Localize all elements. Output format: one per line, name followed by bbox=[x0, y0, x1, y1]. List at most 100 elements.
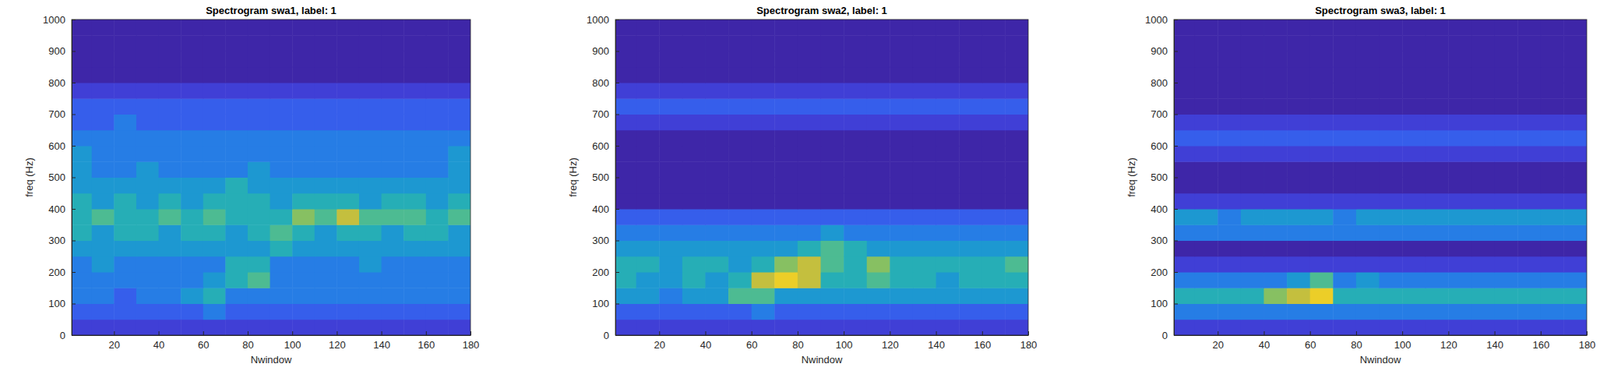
heatmap-cell bbox=[636, 161, 660, 178]
heatmap-cell bbox=[1517, 130, 1541, 147]
y-tick-label: 0 bbox=[603, 329, 610, 342]
heatmap-cell bbox=[381, 256, 405, 273]
heatmap-cell bbox=[136, 145, 159, 163]
heatmap-cell bbox=[1194, 256, 1219, 273]
heatmap-cell bbox=[1173, 224, 1195, 241]
heatmap-cell bbox=[821, 19, 845, 36]
x-tick: 100 bbox=[1394, 331, 1412, 351]
heatmap-cell bbox=[1332, 271, 1357, 289]
heatmap-cell bbox=[912, 130, 937, 147]
heatmap-cell bbox=[203, 82, 226, 99]
heatmap-cell bbox=[843, 130, 867, 147]
heatmap-cell bbox=[1540, 19, 1565, 36]
heatmap-cell bbox=[821, 161, 845, 178]
heatmap-cell bbox=[180, 66, 204, 84]
heatmap-cell bbox=[1517, 256, 1541, 273]
x-tick: 140 bbox=[1486, 331, 1504, 351]
heatmap-cell bbox=[91, 224, 115, 241]
heatmap-cell bbox=[636, 208, 660, 226]
heatmap-cell bbox=[912, 256, 937, 273]
y-tick: 800 bbox=[592, 77, 620, 89]
heatmap-cell bbox=[1310, 114, 1334, 131]
heatmap-cell bbox=[1356, 208, 1380, 226]
heatmap-cell bbox=[1310, 240, 1334, 258]
heatmap-cell bbox=[936, 240, 960, 258]
heatmap-cell bbox=[203, 303, 226, 321]
heatmap-cell bbox=[136, 319, 159, 335]
heatmap-cell bbox=[1194, 82, 1219, 99]
heatmap-cell bbox=[889, 208, 913, 226]
heatmap-cell bbox=[751, 19, 776, 36]
heatmap-cell bbox=[1217, 224, 1241, 241]
heatmap-cell bbox=[1240, 114, 1265, 131]
heatmap-cell bbox=[1356, 303, 1380, 321]
heatmap-cell bbox=[426, 319, 449, 335]
y-tick-label: 300 bbox=[1150, 234, 1168, 247]
heatmap-cell bbox=[866, 319, 891, 335]
heatmap-cell bbox=[359, 114, 382, 131]
heatmap-cell bbox=[158, 161, 182, 178]
heatmap-cell bbox=[113, 240, 137, 258]
heatmap-cell bbox=[982, 35, 1006, 52]
heatmap-cell bbox=[426, 82, 449, 99]
heatmap-cell bbox=[71, 145, 92, 163]
heatmap-cell bbox=[1402, 145, 1426, 163]
y-tick: 0 bbox=[1162, 329, 1178, 342]
heatmap-cell bbox=[158, 287, 182, 304]
heatmap-cell bbox=[1448, 240, 1472, 258]
heatmap-cell bbox=[1217, 130, 1241, 147]
heatmap-cell bbox=[1402, 161, 1426, 178]
heatmap-cell bbox=[1310, 66, 1334, 84]
heatmap-cell bbox=[1194, 271, 1219, 289]
heatmap-cell bbox=[336, 145, 360, 163]
heatmap-cell bbox=[180, 35, 204, 52]
heatmap-cell bbox=[336, 319, 360, 335]
heatmap-cell bbox=[91, 271, 115, 289]
heatmap-cell bbox=[1425, 145, 1449, 163]
x-tick: 180 bbox=[1020, 331, 1038, 351]
heatmap-cell bbox=[1263, 98, 1287, 115]
heatmap-cell bbox=[728, 130, 752, 147]
heatmap-cell bbox=[136, 224, 159, 241]
x-tick-label: 120 bbox=[881, 338, 899, 351]
heatmap-cell bbox=[1517, 303, 1541, 321]
heatmap-cell bbox=[659, 114, 683, 131]
y-tick-mark bbox=[1173, 82, 1178, 84]
heatmap-cell bbox=[381, 303, 405, 321]
heatmap-cell bbox=[270, 82, 293, 99]
heatmap-cell bbox=[1173, 271, 1195, 289]
heatmap-cell bbox=[1425, 177, 1449, 194]
heatmap-cell bbox=[426, 224, 449, 241]
heatmap-cell bbox=[728, 287, 752, 304]
heatmap-cell bbox=[728, 193, 752, 210]
y-tick-label: 100 bbox=[592, 297, 610, 310]
heatmap-cell bbox=[1217, 193, 1241, 210]
heatmap-cell bbox=[936, 271, 960, 289]
heatmap-cell bbox=[774, 114, 798, 131]
y-tick-mark bbox=[615, 177, 620, 179]
heatmap-cell bbox=[136, 19, 159, 36]
heatmap-cell bbox=[866, 114, 891, 131]
heatmap-cell bbox=[113, 51, 137, 68]
y-tick-label: 600 bbox=[48, 140, 66, 152]
heatmap-cell bbox=[314, 35, 338, 52]
heatmap-cell bbox=[136, 66, 159, 84]
heatmap-cell bbox=[314, 177, 338, 194]
heatmap-cell bbox=[1448, 256, 1472, 273]
y-tick: 300 bbox=[48, 234, 76, 247]
heatmap-cell bbox=[958, 82, 983, 99]
heatmap-cell bbox=[426, 98, 449, 115]
x-tick-label: 20 bbox=[654, 338, 666, 351]
x-tick-label: 100 bbox=[1394, 338, 1412, 351]
heatmap-cell bbox=[1517, 287, 1541, 304]
heatmap-cell bbox=[381, 98, 405, 115]
heatmap-cell bbox=[314, 145, 338, 163]
heatmap-cell bbox=[1004, 51, 1029, 68]
heatmap-cell bbox=[1471, 98, 1495, 115]
heatmap-cell bbox=[71, 177, 92, 194]
heatmap-cell bbox=[1286, 256, 1311, 273]
x-tick-label: 180 bbox=[1578, 338, 1597, 351]
heatmap-cell bbox=[447, 145, 471, 163]
heatmap-cell bbox=[314, 66, 338, 84]
heatmap-cell bbox=[1240, 256, 1265, 273]
